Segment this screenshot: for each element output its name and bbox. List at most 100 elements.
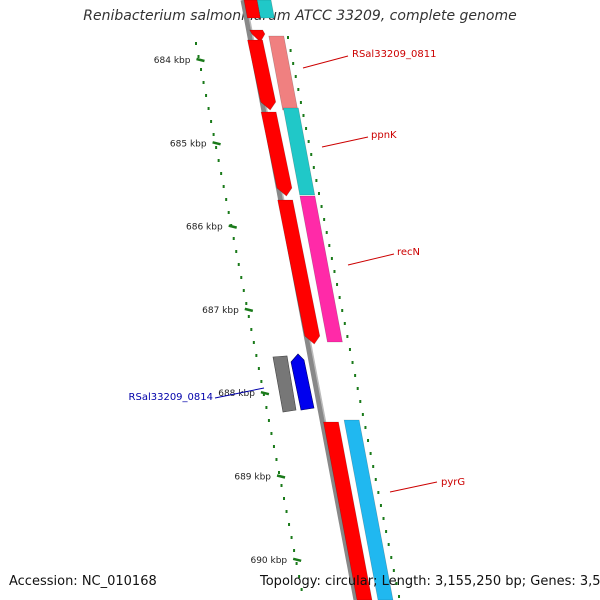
ruler-dot (283, 497, 286, 500)
outer-dot (310, 153, 313, 156)
leader-line-rsal33209-0814 (214, 387, 265, 399)
outer-dot (343, 322, 346, 325)
ruler-tick (292, 557, 302, 563)
ruler-dot (200, 68, 203, 71)
outer-dot (354, 374, 357, 377)
ruler-tick-label: 688 kbp (218, 389, 255, 399)
ruler-dot (207, 107, 210, 110)
cds-bar-pyrg (323, 421, 373, 600)
ruler-dot (300, 588, 303, 591)
ruler-dot (293, 549, 296, 552)
ruler-dot (295, 562, 298, 565)
outer-dot (367, 439, 370, 442)
gene-bar-pyrg (343, 419, 394, 600)
ruler-dot (225, 198, 228, 201)
outer-dot (325, 231, 328, 234)
gene-label-recn[interactable]: recN (397, 247, 420, 258)
outer-dot (372, 465, 375, 468)
ruler-ticks: 684 kbp 685 kbp 686 kbp 687 kbp 688 kbp 689 k… (154, 56, 302, 566)
gene-label-pyrg[interactable]: pyrG (441, 477, 465, 488)
outer-dot (341, 309, 344, 312)
ruler-dot (288, 523, 291, 526)
ruler-dot (255, 354, 258, 357)
gene-label-rsal33209-0814[interactable]: RSal33209_0814 (129, 392, 213, 403)
outer-dot (377, 491, 380, 494)
ruler-dot (257, 367, 260, 370)
ruler-dot (210, 120, 213, 123)
ruler-dot (272, 445, 275, 448)
outer-dot (292, 62, 295, 65)
outer-dot (287, 36, 289, 39)
outer-dot (323, 218, 326, 221)
outer-dot (336, 283, 339, 286)
outer-dot (317, 192, 320, 195)
cds-bar-ppnk (260, 111, 293, 197)
ruler-dot (277, 471, 280, 474)
outer-dot (346, 335, 349, 338)
ruler-dot (227, 211, 230, 214)
cds-bar-rsal33209-0811 (247, 39, 277, 111)
ruler-dot (285, 510, 288, 513)
feature-layer (243, 0, 394, 600)
genome-title: Renibacterium salmoninarum ATCC 33209, c… (83, 8, 517, 24)
ruler-dot (195, 42, 197, 45)
ruler-dot (290, 536, 293, 539)
outer-dot (320, 205, 323, 208)
outer-dot (312, 166, 315, 169)
ruler-dot (215, 146, 218, 149)
ruler-dot (260, 380, 263, 383)
gene-bar-ppnk (282, 107, 316, 196)
outer-dot (302, 114, 305, 117)
ruler-dot (280, 484, 283, 487)
ruler-dot (245, 302, 248, 305)
ruler-dot (237, 263, 240, 266)
ruler-dot (197, 55, 200, 58)
outer-dot (294, 75, 297, 78)
gene-label-ppnk[interactable]: ppnK (371, 130, 397, 141)
ruler-dot (217, 159, 220, 162)
ruler-dot (275, 458, 278, 461)
leader-line-recn (347, 253, 395, 266)
ruler-tick (196, 57, 205, 63)
outer-dot (307, 140, 310, 143)
ruler-dot (252, 341, 255, 344)
outer-dot (379, 504, 382, 507)
outer-dot (359, 400, 362, 403)
ruler-dot (265, 406, 268, 409)
ruler-dot (232, 237, 235, 240)
ruler-dot (242, 289, 245, 292)
leader-line-rsal33209-0811 (302, 55, 349, 69)
outer-dot (390, 556, 393, 559)
ruler-dot (298, 575, 301, 578)
outer-dot (392, 569, 395, 572)
outer-dot (289, 49, 292, 52)
ruler-dot (202, 81, 205, 84)
outer-dot (395, 582, 398, 585)
outer-dot (333, 270, 336, 273)
pseudo-bar-rsal33209-0814 (272, 355, 297, 413)
ruler-dot (250, 328, 253, 331)
ruler-dot (267, 419, 270, 422)
ruler-tick (212, 141, 221, 146)
ruler-tick-label: 687 kbp (202, 306, 239, 316)
ruler-tick (276, 474, 286, 479)
gene-bar-rsal33209-0814 (290, 353, 315, 411)
ruler-dot (247, 315, 250, 318)
ruler-dot (220, 172, 223, 175)
outer-dot (364, 426, 367, 429)
ruler-tick (228, 224, 238, 229)
outer-dot (351, 361, 354, 364)
ruler-dot (212, 133, 215, 136)
leader-line-ppnk (321, 136, 369, 148)
ruler-tick-label: 684 kbp (154, 56, 191, 66)
ruler-outer-dots (287, 36, 401, 598)
outer-dot (356, 387, 359, 390)
ruler-dot (222, 185, 225, 188)
gene-label-rsal33209-0811[interactable]: RSal33209_0811 (352, 49, 436, 60)
ruler-dots (195, 42, 303, 591)
outer-dot (369, 452, 372, 455)
outer-dot (328, 244, 331, 247)
ruler-tick-label: 686 kbp (186, 223, 223, 233)
outer-dot (387, 543, 390, 546)
